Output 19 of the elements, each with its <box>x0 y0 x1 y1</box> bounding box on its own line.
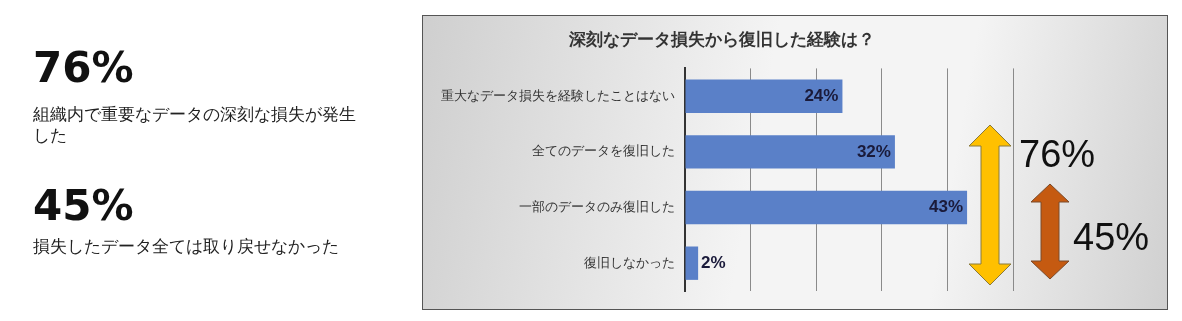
text: 45% <box>1073 216 1150 259</box>
bar <box>685 135 895 169</box>
text: 損失したデータ全ては取り戻せなかった <box>33 236 340 257</box>
text: 45% <box>33 181 134 230</box>
data-label: 43% <box>929 197 964 217</box>
bar <box>685 246 699 280</box>
y-tick-label: 一部のデータのみ復旧した <box>519 199 675 215</box>
y-tick-label: 全てのデータを復旧した <box>532 143 675 159</box>
data-label: 24% <box>804 85 839 105</box>
text: 組織内で重要なデータの深刻な損失が発生した <box>33 104 357 146</box>
bar <box>685 190 968 225</box>
bar <box>685 79 843 113</box>
chart-title: 深刻なデータ損失から復旧した経験は？ <box>568 29 875 49</box>
y-tick-label: 重大なデータ損失を経験したことはない <box>441 87 675 103</box>
data-label: 2% <box>701 252 726 272</box>
text: 76% <box>33 43 134 92</box>
data-label: 32% <box>856 141 891 161</box>
text: 76% <box>1019 133 1096 176</box>
y-tick-label: 復旧しなかった <box>584 254 675 270</box>
